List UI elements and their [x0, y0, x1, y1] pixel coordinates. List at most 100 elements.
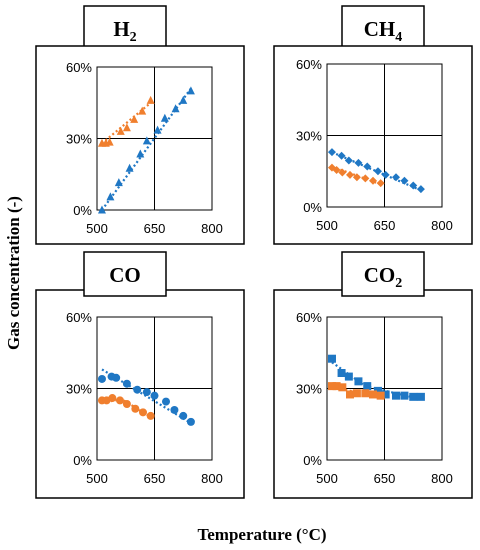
y-tick-label: 0% — [303, 453, 322, 468]
panel-co2: CO2 0% 30% 60% 500 650 800 — [273, 251, 473, 499]
y-tick-label: 0% — [73, 203, 92, 218]
data-point — [392, 391, 400, 400]
data-point — [142, 388, 151, 397]
data-point — [337, 369, 346, 378]
y-tick-label: 30% — [66, 132, 92, 147]
data-point — [369, 390, 377, 399]
y-tick-label: 30% — [66, 382, 92, 397]
x-tick-label: 800 — [201, 221, 223, 236]
data-point — [186, 86, 195, 95]
data-point — [376, 391, 385, 400]
panel-co: CO 0% 30% 60% 500 650 800 — [35, 251, 245, 499]
data-point — [106, 192, 115, 201]
data-point — [346, 390, 354, 399]
plot-area-co: 0% 30% 60% 500 650 800 — [66, 310, 223, 486]
data-point — [332, 382, 341, 391]
data-point — [116, 126, 125, 135]
data-point — [327, 382, 336, 391]
data-point — [338, 383, 347, 392]
x-tick-label: 800 — [431, 471, 453, 486]
x-tick-label: 800 — [201, 471, 223, 486]
data-point — [327, 354, 336, 363]
data-point — [130, 114, 139, 123]
y-tick-label: 60% — [66, 310, 92, 325]
data-point — [392, 173, 400, 182]
data-point — [170, 405, 179, 414]
x-tick-label: 800 — [431, 218, 453, 233]
panel-frame — [35, 289, 245, 499]
data-point — [136, 149, 145, 158]
data-point — [409, 392, 418, 401]
data-point — [344, 372, 353, 381]
data-point — [142, 136, 151, 145]
x-tick-label: 650 — [144, 471, 166, 486]
data-point — [114, 178, 123, 187]
panel-title: CO — [109, 263, 141, 287]
panel-h2: H2 0% 30% 60% 500 650 800 — [35, 5, 245, 245]
data-point — [369, 176, 377, 185]
data-point — [179, 411, 188, 420]
data-point — [131, 404, 140, 413]
data-point — [108, 394, 117, 403]
data-point — [381, 170, 390, 179]
panel-frame — [35, 45, 245, 245]
panel-title-box — [341, 5, 425, 51]
y-axis-title: Gas concentration (-) — [4, 196, 23, 350]
plot-area-ch4: 0% 30% 60% 500 650 800 — [296, 57, 453, 233]
data-point — [352, 389, 361, 398]
data-point — [354, 158, 363, 167]
panel-title-box — [341, 251, 425, 297]
y-tick-label: 60% — [66, 60, 92, 75]
x-tick-label: 500 — [316, 218, 338, 233]
data-point — [400, 176, 409, 185]
x-tick-label: 650 — [144, 221, 166, 236]
data-point — [133, 385, 142, 394]
data-point — [146, 95, 155, 104]
y-tick-label: 60% — [296, 310, 322, 325]
panel-title: CO2 — [364, 263, 403, 291]
data-point — [361, 174, 370, 183]
data-point — [373, 386, 382, 395]
data-point — [105, 137, 114, 146]
x-tick-label: 500 — [316, 471, 338, 486]
data-point — [186, 417, 195, 426]
data-point — [122, 123, 131, 132]
plot-area-h2: 0% 30% 60% 500 650 800 — [66, 60, 223, 236]
data-point — [409, 181, 418, 190]
y-tick-label: 60% — [296, 57, 322, 72]
trend-line-orange — [101, 101, 152, 145]
panel-title: CH4 — [364, 17, 403, 45]
x-tick-label: 650 — [374, 471, 396, 486]
data-point — [162, 397, 170, 406]
panel-frame — [273, 45, 473, 245]
data-point — [354, 377, 363, 386]
data-point — [179, 95, 188, 104]
panel-title: H2 — [113, 17, 136, 45]
data-point — [125, 163, 134, 172]
data-point — [363, 162, 372, 171]
data-point — [97, 205, 106, 214]
x-tick-label: 500 — [86, 471, 108, 486]
plot-area-co2: 0% 30% 60% 500 650 800 — [296, 310, 453, 486]
panel-title-box — [83, 251, 167, 297]
panel-ch4: CH4 0% 30% 60% 500 650 800 — [273, 5, 473, 245]
data-point — [327, 148, 336, 157]
panel-title-box — [83, 5, 167, 51]
y-tick-label: 0% — [303, 200, 322, 215]
x-tick-label: 500 — [86, 221, 108, 236]
data-point — [416, 392, 425, 401]
y-tick-label: 0% — [73, 453, 92, 468]
y-tick-label: 30% — [296, 382, 322, 397]
data-point — [112, 373, 121, 382]
data-point — [373, 167, 382, 176]
data-point — [150, 391, 159, 400]
data-point — [171, 104, 180, 113]
x-tick-label: 650 — [374, 218, 396, 233]
data-point — [122, 399, 131, 408]
data-point — [337, 151, 346, 160]
data-point — [146, 411, 155, 420]
x-axis-title: Temperature (°C) — [197, 525, 326, 544]
data-point — [363, 382, 372, 391]
data-point — [139, 408, 147, 417]
